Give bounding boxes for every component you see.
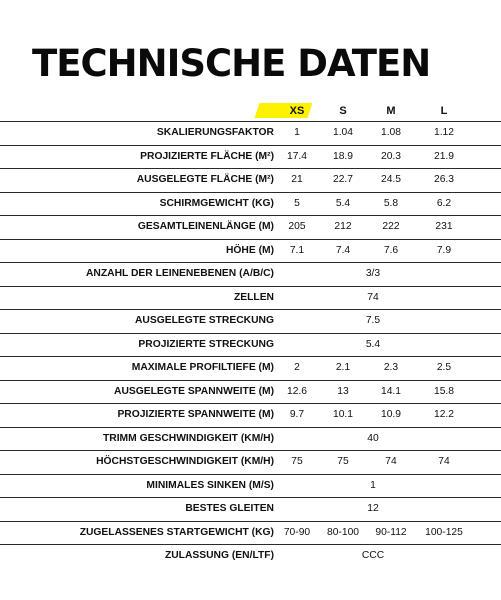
value-cell-s: 2.1 bbox=[335, 362, 351, 373]
value-cell-xs: 17.4 bbox=[286, 150, 308, 162]
value-cell-xs: 75 bbox=[291, 456, 303, 467]
row-label: ZELLEN bbox=[233, 291, 274, 303]
value-cell-all-sizes: CCC bbox=[361, 550, 385, 561]
value-cell-s: 1.04 bbox=[332, 127, 354, 138]
size-header-s: S bbox=[339, 105, 347, 117]
table-row: ANZAHL DER LEINENEBENEN (A/B/C) 3/3 bbox=[0, 262, 501, 286]
row-label: HÖHE (M) bbox=[225, 244, 274, 256]
table-row: ZUGELASSENES STARTGEWICHT (KG) 70-90 80-10… bbox=[0, 520, 501, 545]
value-cell-xs: 9.7 bbox=[289, 409, 305, 420]
value-cell-s: 212 bbox=[334, 221, 352, 232]
value-cell-s: 75 bbox=[337, 456, 349, 467]
table-row: SCHIRMGEWICHT (KG) 5 5.4 5.8 6.2 bbox=[0, 191, 501, 216]
table-row: PROJIZIERTE SPANNWEITE (M) 9.7 10.1 10.9 12.… bbox=[0, 403, 501, 427]
row-label: PROJIZIERTE FLÄCHE (M²) bbox=[140, 150, 274, 162]
value-cell-all-sizes: 1 bbox=[370, 479, 376, 491]
size-header-l: L bbox=[440, 105, 448, 117]
value-cell-m: 10.9 bbox=[380, 409, 402, 420]
value-cell-l: 12.2 bbox=[433, 409, 455, 420]
size-header-m: M bbox=[386, 105, 396, 117]
value-cell-l: 26.3 bbox=[433, 174, 455, 185]
row-label: MINIMALES SINKEN (M/S) bbox=[146, 479, 274, 491]
value-cell-s: 7.4 bbox=[335, 244, 351, 256]
row-label: AUSGELEGTE FLÄCHE (M²) bbox=[136, 174, 274, 185]
value-cell-m: 74 bbox=[385, 456, 397, 467]
value-cell-xs: 205 bbox=[288, 221, 306, 232]
value-cell-l: 74 bbox=[438, 456, 450, 467]
table-row: ZULASSUNG (EN/LTF) CCC bbox=[0, 544, 501, 568]
table-row: ZELLEN 74 bbox=[0, 285, 501, 310]
table-row: SKALIERUNGSFAKTOR 1 1.04 1.08 1.12 bbox=[0, 121, 501, 145]
row-label: SKALIERUNGSFAKTOR bbox=[156, 127, 274, 138]
table-row: BESTES GLEITEN 12 bbox=[0, 497, 501, 521]
size-header-xs: XS bbox=[289, 105, 305, 117]
row-label: HÖCHSTGESCHWINDIGKEIT (KM/H) bbox=[96, 456, 274, 467]
row-label: ANZAHL DER LEINENEBENEN (A/B/C) bbox=[85, 268, 274, 279]
table-row: HÖCHSTGESCHWINDIGKEIT (KM/H) 75 75 74 74 bbox=[0, 450, 501, 474]
row-label: AUSGELEGTE STRECKUNG bbox=[134, 315, 274, 326]
value-cell-xs: 12.6 bbox=[286, 385, 308, 397]
value-cell-l: 6.2 bbox=[436, 197, 452, 209]
row-label: BESTES GLEITEN bbox=[185, 503, 274, 514]
value-cell-s: 18.9 bbox=[332, 150, 354, 162]
value-cell-s: 13 bbox=[337, 385, 349, 397]
value-cell-m: 7.6 bbox=[383, 244, 399, 256]
table-header: XS S M L bbox=[0, 101, 501, 121]
table-row: PROJIZIERTE FLÄCHE (M²) 17.4 18.9 20.3 21.9 bbox=[0, 144, 501, 169]
row-label: TRIMM GESCHWINDIGKEIT (KM/H) bbox=[102, 432, 274, 444]
value-cell-xs: 7.1 bbox=[289, 244, 305, 256]
value-cell-l: 100-125 bbox=[425, 526, 463, 538]
value-cell-l: 1.12 bbox=[433, 127, 455, 138]
spec-table: SKALIERUNGSFAKTOR 1 1.04 1.08 1.12 PROJIZIERT… bbox=[0, 121, 501, 568]
value-cell-s: 10.1 bbox=[332, 409, 354, 420]
value-cell-l: 7.9 bbox=[436, 244, 452, 256]
row-label: PROJIZIERTE STRECKUNG bbox=[138, 338, 274, 350]
value-cell-all-sizes: 40 bbox=[367, 432, 379, 444]
table-row: HÖHE (M) 7.1 7.4 7.6 7.9 bbox=[0, 238, 501, 263]
value-cell-all-sizes: 12 bbox=[367, 503, 379, 514]
table-row: GESAMTLEINENLÄNGE (M) 205 212 222 231 bbox=[0, 215, 501, 239]
value-cell-xs: 1 bbox=[294, 127, 300, 138]
row-label: AUSGELEGTE SPANNWEITE (M) bbox=[114, 385, 274, 397]
page-title: TECHNISCHE DATEN bbox=[32, 42, 431, 85]
row-label: PROJIZIERTE SPANNWEITE (M) bbox=[117, 409, 274, 420]
row-label: MAXIMALE PROFILTIEFE (M) bbox=[131, 362, 274, 373]
table-row: AUSGELEGTE FLÄCHE (M²) 21 22.7 24.5 26.3 bbox=[0, 168, 501, 192]
row-label: GESAMTLEINENLÄNGE (M) bbox=[137, 221, 274, 232]
value-cell-xs: 70-90 bbox=[283, 526, 311, 538]
value-cell-m: 20.3 bbox=[380, 150, 402, 162]
value-cell-l: 15.8 bbox=[433, 385, 455, 397]
table-row: MINIMALES SINKEN (M/S) 1 bbox=[0, 473, 501, 498]
value-cell-s: 5.4 bbox=[335, 197, 351, 209]
value-cell-m: 24.5 bbox=[380, 174, 402, 185]
value-cell-all-sizes: 74 bbox=[367, 291, 379, 303]
value-cell-l: 231 bbox=[435, 221, 453, 232]
value-cell-m: 2.3 bbox=[383, 362, 399, 373]
row-label: SCHIRMGEWICHT (KG) bbox=[159, 197, 274, 209]
value-cell-m: 5.8 bbox=[383, 197, 399, 209]
row-label: ZULASSUNG (EN/LTF) bbox=[164, 550, 274, 561]
value-cell-xs: 2 bbox=[294, 362, 300, 373]
value-cell-s: 22.7 bbox=[332, 174, 354, 185]
value-cell-m: 222 bbox=[382, 221, 400, 232]
value-cell-xs: 21 bbox=[291, 174, 303, 185]
value-cell-all-sizes: 3/3 bbox=[365, 268, 381, 279]
table-row: TRIMM GESCHWINDIGKEIT (KM/H) 40 bbox=[0, 426, 501, 451]
table-row: AUSGELEGTE SPANNWEITE (M) 12.6 13 14.1 15.8 bbox=[0, 379, 501, 404]
value-cell-l: 21.9 bbox=[433, 150, 455, 162]
value-cell-xs: 5 bbox=[294, 197, 300, 209]
value-cell-m: 14.1 bbox=[380, 385, 402, 397]
value-cell-m: 90-112 bbox=[375, 526, 407, 538]
table-row: PROJIZIERTE STRECKUNG 5.4 bbox=[0, 332, 501, 357]
value-cell-s: 80-100 bbox=[326, 526, 360, 538]
value-cell-all-sizes: 7.5 bbox=[365, 315, 381, 326]
table-row: AUSGELEGTE STRECKUNG 7.5 bbox=[0, 309, 501, 333]
value-cell-all-sizes: 5.4 bbox=[365, 338, 381, 350]
value-cell-l: 2.5 bbox=[436, 362, 452, 373]
table-row: MAXIMALE PROFILTIEFE (M) 2 2.1 2.3 2.5 bbox=[0, 356, 501, 380]
row-label: ZUGELASSENES STARTGEWICHT (KG) bbox=[79, 526, 274, 538]
value-cell-m: 1.08 bbox=[380, 127, 402, 138]
